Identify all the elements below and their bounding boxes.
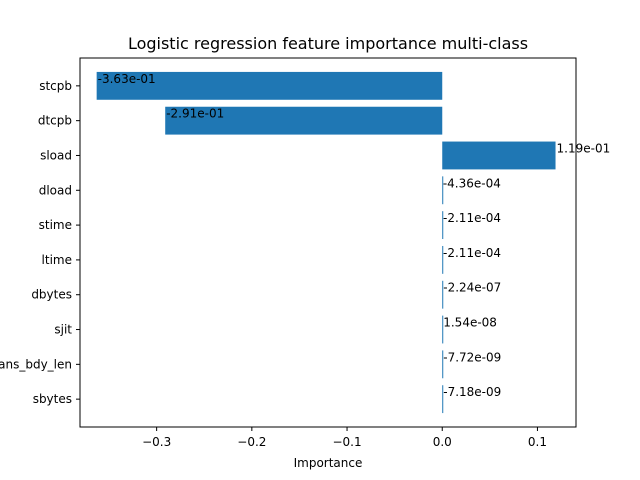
bar-sload xyxy=(442,141,556,170)
x-tick-label-4: 0.1 xyxy=(528,435,547,449)
chart-title: Logistic regression feature importance m… xyxy=(128,34,528,53)
x-tick-label-2: −0.1 xyxy=(332,435,361,449)
y-tick-label-sload: sload xyxy=(40,148,72,162)
y-tick-label-sjit: sjit xyxy=(54,323,72,337)
bar-ltime xyxy=(442,245,444,274)
value-label-dload: -4.36e-04 xyxy=(443,176,501,190)
y-tick-label-stcpb: stcpb xyxy=(39,79,72,93)
value-label-ltime: -2.11e-04 xyxy=(443,246,501,260)
bars-group xyxy=(96,71,556,414)
value-label-stime: -2.11e-04 xyxy=(443,211,501,225)
y-tick-label-dload: dload xyxy=(39,183,72,197)
y-tick-label-trans_bdy_len: trans_bdy_len xyxy=(0,357,72,371)
bar-dload xyxy=(442,176,444,205)
bar-dbytes xyxy=(442,280,444,309)
bar-stcpb xyxy=(96,71,443,100)
value-label-stcpb: -3.63e-01 xyxy=(98,72,156,86)
x-axis: −0.3 −0.2 −0.1 0.0 0.1 xyxy=(142,427,547,449)
x-tick-label-1: −0.2 xyxy=(237,435,266,449)
value-label-trans_bdy_len: -7.72e-09 xyxy=(443,350,501,364)
value-label-sload: 1.19e-01 xyxy=(557,141,611,155)
y-tick-label-sbytes: sbytes xyxy=(33,392,72,406)
y-tick-label-ltime: ltime xyxy=(42,253,72,267)
bar-sbytes xyxy=(442,385,444,414)
bar-sjit xyxy=(442,315,444,344)
value-label-dtcpb: -2.91e-01 xyxy=(166,107,224,121)
value-label-sbytes: -7.18e-09 xyxy=(443,385,501,399)
x-tick-label-3: 0.0 xyxy=(433,435,452,449)
y-axis: stcpb dtcpb sload dload stime ltime dbytes sjit… xyxy=(0,79,80,406)
y-tick-label-stime: stime xyxy=(39,218,72,232)
plot-frame xyxy=(79,57,577,428)
bar-dtcpb xyxy=(165,106,443,135)
value-labels-group: -3.63e-01 -2.91e-01 1.19e-01 -4.36e-04 -2.11… xyxy=(98,72,611,399)
bar-stime xyxy=(442,211,444,240)
value-label-sjit: 1.54e-08 xyxy=(443,316,497,330)
bar-trans_bdy_len xyxy=(442,350,444,379)
value-label-dbytes: -2.24e-07 xyxy=(443,281,501,295)
x-tick-label-0: −0.3 xyxy=(142,435,171,449)
y-tick-label-dbytes: dbytes xyxy=(31,288,72,302)
x-axis-label: Importance xyxy=(294,456,363,470)
y-tick-label-dtcpb: dtcpb xyxy=(38,114,72,128)
